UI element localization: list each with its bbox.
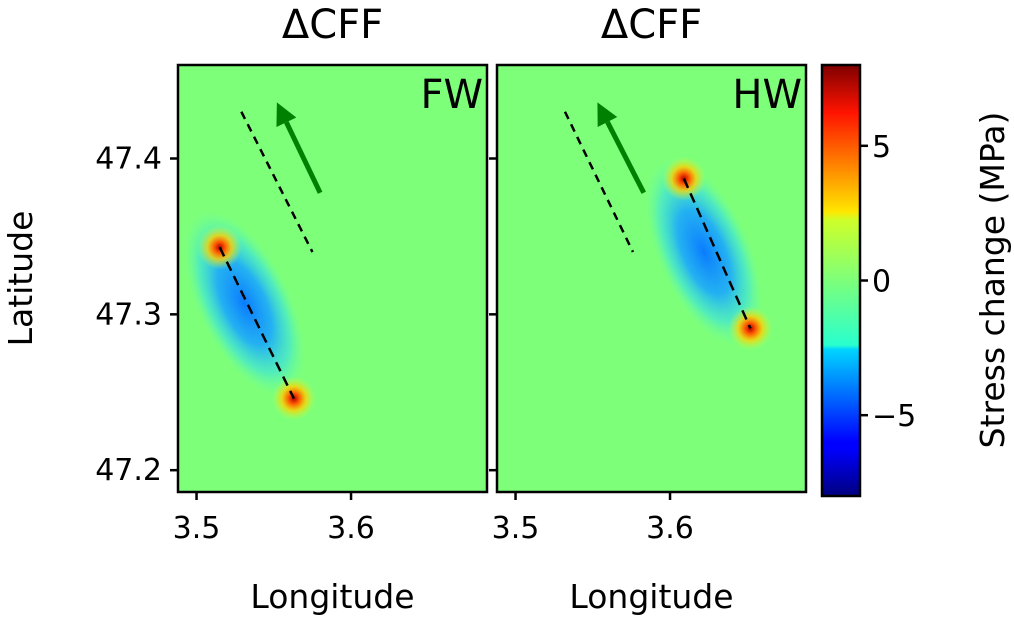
slip-arrow-head xyxy=(276,102,297,127)
fault-trace xyxy=(682,178,752,329)
y-tick-label: 47.3 xyxy=(95,297,162,332)
colorbar-tick-label: 5 xyxy=(872,130,891,165)
colorbar-label: Stress change (MPa) xyxy=(973,112,1012,449)
panel-title: ΔCFF xyxy=(282,2,383,48)
colorbar-gradient xyxy=(820,63,862,498)
x-tick-label: 3.6 xyxy=(327,511,375,546)
x-tick-label: 3.5 xyxy=(173,511,221,546)
y-axis-label: Latitude xyxy=(1,211,40,347)
colorbar: −5 0 5 Stress change (MPa) xyxy=(820,63,1012,498)
y-tick-label: 47.4 xyxy=(95,142,162,177)
reference-line xyxy=(240,111,314,253)
stress-field xyxy=(497,65,806,492)
axes-frame xyxy=(495,63,808,494)
colorbar-tick-label: −5 xyxy=(872,399,916,434)
x-tick-label: 3.5 xyxy=(492,511,540,546)
slip-direction-arrow xyxy=(597,102,646,194)
panel-fw: ΔCFF FW 3.5 3.6 Longitude 47.2 47.3 47.4 La… xyxy=(1,2,489,616)
panel-tag: HW xyxy=(732,72,802,118)
slip-arrow-head xyxy=(597,102,618,127)
slip-direction-arrow xyxy=(276,102,323,194)
colorbar-tick-label: 0 xyxy=(872,265,891,300)
x-tick-label: 3.6 xyxy=(646,511,694,546)
panel-title: ΔCFF xyxy=(601,2,702,48)
axes-frame xyxy=(176,63,489,494)
y-tick-label: 47.2 xyxy=(95,453,162,488)
panel-hw: ΔCFF HW 3.5 3.6 Longitude xyxy=(489,2,808,616)
reference-line xyxy=(563,111,635,253)
slip-arrow-shaft xyxy=(284,121,323,194)
slip-arrow-shaft xyxy=(605,120,646,194)
negative-stress-lobe xyxy=(645,158,763,346)
x-axis-label: Longitude xyxy=(569,577,733,616)
stress-field xyxy=(178,65,487,492)
fault-trace xyxy=(218,246,295,400)
x-axis-label: Longitude xyxy=(250,577,414,616)
panel-tag: FW xyxy=(420,72,483,118)
